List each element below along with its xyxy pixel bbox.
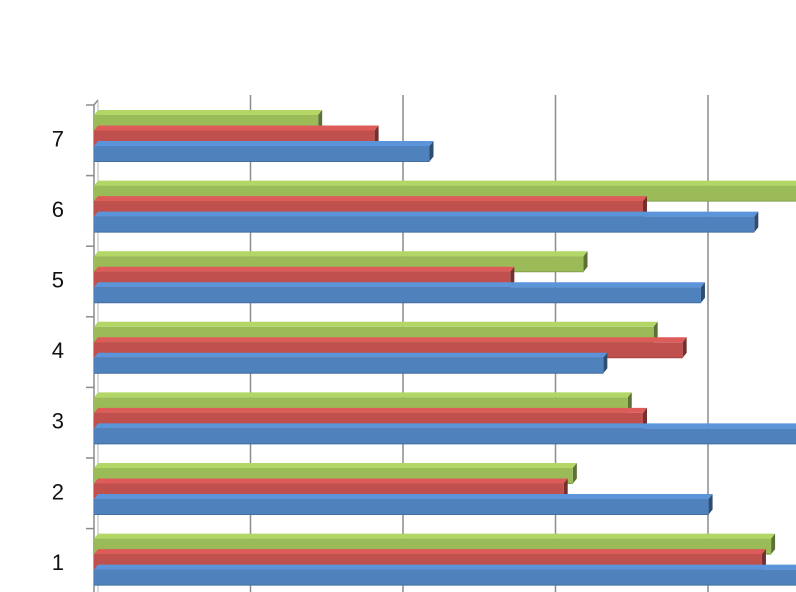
bar-top-face bbox=[94, 407, 647, 413]
category-labels: 1 2 3 4 5 6 7 bbox=[52, 126, 64, 575]
category-label-1: 1 bbox=[52, 550, 64, 575]
bar-series-1-cat-4 bbox=[94, 352, 608, 374]
bar-side-face bbox=[603, 352, 608, 374]
bar-side-face bbox=[754, 211, 759, 233]
bar-top-face bbox=[94, 251, 588, 257]
category-label-3: 3 bbox=[52, 409, 64, 434]
bar-front-face bbox=[94, 357, 604, 374]
bar-top-face bbox=[94, 180, 796, 186]
bar-top-face bbox=[94, 321, 658, 327]
bar-front-face bbox=[94, 428, 796, 444]
bar-top-face bbox=[94, 564, 796, 570]
bar-top-face bbox=[94, 392, 632, 398]
bar-top-face bbox=[94, 423, 796, 429]
bar-side-face bbox=[653, 321, 658, 343]
bar-top-face bbox=[94, 352, 608, 358]
bar-side-face bbox=[761, 549, 766, 570]
bar-side-face bbox=[682, 337, 687, 358]
bar-series-1-cat-7 bbox=[94, 141, 434, 162]
bar-top-face bbox=[94, 110, 323, 115]
category-label-2: 2 bbox=[52, 479, 64, 504]
bar-side-face bbox=[771, 533, 776, 555]
bar-side-face bbox=[643, 196, 647, 217]
bar-top-face bbox=[94, 125, 379, 131]
bar-side-face bbox=[627, 392, 632, 413]
axis-depth-edge bbox=[93, 99, 99, 106]
category-label-7: 7 bbox=[52, 126, 64, 151]
bar-front-face bbox=[94, 499, 709, 515]
bar-series-1-cat-1 bbox=[94, 564, 796, 586]
bar-side-face bbox=[510, 266, 515, 288]
category-label-4: 4 bbox=[52, 338, 64, 363]
bar-series-1-cat-2 bbox=[94, 494, 713, 515]
bar-side-face bbox=[572, 463, 577, 484]
bar-top-face bbox=[94, 549, 766, 555]
bar-top-face bbox=[94, 211, 759, 217]
bar-top-face bbox=[94, 337, 687, 343]
bar-side-face bbox=[429, 141, 434, 162]
bar-side-face bbox=[374, 125, 379, 146]
bar-front-face bbox=[94, 216, 755, 233]
bar-top-face bbox=[94, 282, 705, 288]
bar-top-face bbox=[94, 494, 713, 499]
bar-side-face bbox=[643, 407, 647, 429]
bar-side-face bbox=[708, 494, 713, 515]
category-label-5: 5 bbox=[52, 267, 64, 292]
bar-series-1-cat-6 bbox=[94, 211, 759, 233]
bar-top-face bbox=[94, 533, 776, 539]
bar-front-face bbox=[94, 287, 701, 303]
bar-side-face bbox=[563, 478, 568, 499]
bar-series-1-cat-5 bbox=[94, 282, 705, 304]
bar-side-face bbox=[318, 110, 323, 131]
bar-top-face bbox=[94, 196, 647, 202]
bar-top-face bbox=[94, 266, 515, 272]
bar-side-face bbox=[700, 282, 705, 303]
bar-side-face bbox=[583, 251, 588, 272]
bar-top-face bbox=[94, 141, 434, 146]
category-label-6: 6 bbox=[52, 197, 64, 222]
bar-top-face bbox=[94, 478, 568, 484]
bar-front-face bbox=[94, 569, 796, 586]
bar-series-1-cat-3 bbox=[94, 423, 796, 445]
bar-front-face bbox=[94, 146, 430, 162]
bar-top-face bbox=[94, 463, 577, 468]
bars bbox=[94, 110, 796, 586]
